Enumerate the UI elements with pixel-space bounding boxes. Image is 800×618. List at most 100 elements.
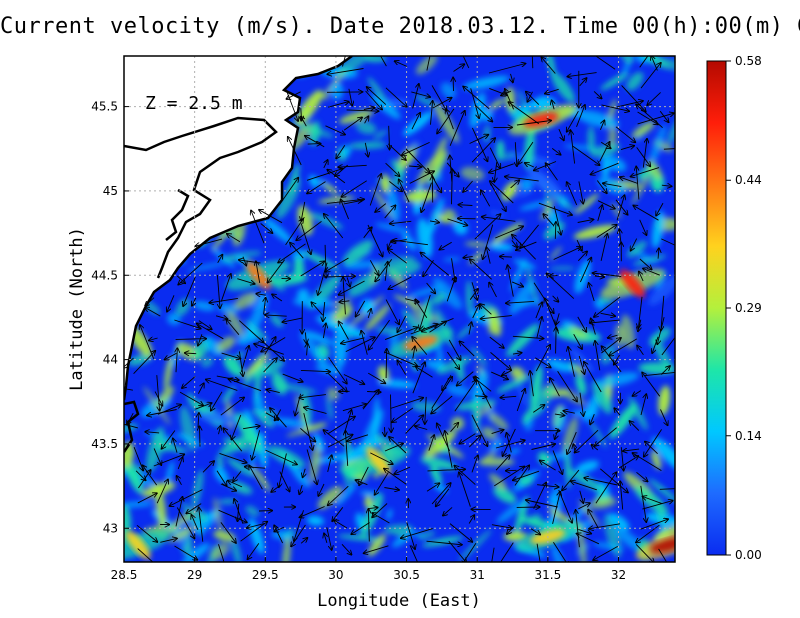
velocity-streak xyxy=(551,72,575,103)
velocity-arrow xyxy=(579,392,583,416)
velocity-arrow xyxy=(363,227,372,239)
velocity-arrow xyxy=(220,483,236,491)
velocity-arrow xyxy=(238,351,243,376)
velocity-arrow xyxy=(137,548,154,562)
velocity-arrow xyxy=(535,302,542,319)
velocity-streak xyxy=(600,72,629,91)
velocity-arrow xyxy=(412,84,419,109)
velocity-arrow xyxy=(527,91,533,102)
velocity-arrow xyxy=(299,484,302,494)
velocity-arrow xyxy=(343,200,362,205)
colorbar-tick-label: 0.58 xyxy=(735,54,762,68)
velocity-arrow xyxy=(339,322,349,340)
velocity-arrow xyxy=(584,478,618,486)
velocity-streak xyxy=(262,217,293,244)
velocity-streak xyxy=(214,466,229,484)
velocity-arrow xyxy=(380,56,387,67)
velocity-arrow xyxy=(453,64,465,72)
velocity-streak xyxy=(436,356,472,374)
velocity-arrow xyxy=(597,205,603,222)
velocity-streak xyxy=(460,166,485,181)
velocity-streak xyxy=(653,525,675,541)
velocity-arrow xyxy=(267,390,280,393)
velocity-arrow xyxy=(510,180,520,189)
velocity-arrow xyxy=(603,183,622,188)
velocity-streak xyxy=(433,277,463,310)
velocity-arrow xyxy=(412,362,425,394)
velocity-streak xyxy=(364,303,391,331)
lagoon-coastline xyxy=(124,116,278,279)
x-tick-label: 29.5 xyxy=(252,568,279,582)
velocity-arrow xyxy=(385,262,388,281)
velocity-arrow xyxy=(323,276,355,277)
velocity-arrow xyxy=(138,470,150,489)
velocity-streak xyxy=(569,326,587,339)
velocity-streak xyxy=(489,98,505,110)
velocity-arrow xyxy=(364,545,389,554)
velocity-arrow xyxy=(279,453,287,488)
velocity-arrow xyxy=(616,195,624,221)
velocity-arrow xyxy=(516,121,551,126)
velocity-streak xyxy=(327,318,366,338)
velocity-streak xyxy=(306,515,325,526)
velocity-arrow xyxy=(536,543,541,562)
velocity-streak xyxy=(508,448,521,455)
velocity-arrow xyxy=(198,334,203,345)
velocity-arrow xyxy=(375,472,389,495)
velocity-arrow xyxy=(462,56,470,69)
velocity-arrow xyxy=(489,163,514,173)
velocity-streak xyxy=(558,195,569,208)
velocity-arrow xyxy=(347,434,369,442)
velocity-streak xyxy=(489,438,503,452)
velocity-arrow xyxy=(238,503,239,522)
velocity-arrow xyxy=(661,185,672,186)
velocity-arrow xyxy=(217,255,223,264)
velocity-arrow xyxy=(642,373,661,397)
velocity-arrow xyxy=(459,341,475,357)
velocity-streak xyxy=(309,440,322,484)
velocity-arrow xyxy=(327,170,346,184)
velocity-arrow xyxy=(506,301,535,303)
velocity-arrow xyxy=(390,221,412,223)
velocity-streak xyxy=(648,274,675,306)
velocity-streak xyxy=(631,169,653,206)
velocity-streak xyxy=(157,386,175,405)
velocity-arrow xyxy=(577,251,587,262)
hotspot-core xyxy=(620,269,646,299)
bosporus-coastline xyxy=(124,400,140,453)
velocity-arrow xyxy=(301,117,307,127)
velocity-arrow xyxy=(341,543,352,554)
velocity-arrow xyxy=(406,522,415,549)
velocity-arrow xyxy=(263,358,277,373)
velocity-streak xyxy=(503,151,516,160)
velocity-arrow xyxy=(608,335,618,338)
velocity-arrow xyxy=(384,327,417,341)
velocity-streak xyxy=(546,359,573,372)
velocity-arrow xyxy=(447,351,459,369)
velocity-arrow xyxy=(557,370,577,401)
velocity-arrow xyxy=(620,146,634,151)
velocity-arrow xyxy=(389,437,407,454)
velocity-arrow xyxy=(258,337,284,361)
velocity-streak xyxy=(402,233,417,251)
velocity-arrow xyxy=(324,214,344,239)
x-tick-label: 31.5 xyxy=(534,568,561,582)
velocity-streak xyxy=(234,292,257,310)
velocity-arrow xyxy=(553,542,568,562)
y-tick-label: 44.5 xyxy=(91,268,118,282)
velocity-arrow xyxy=(518,141,534,164)
velocity-arrow xyxy=(555,428,559,440)
velocity-arrow xyxy=(202,461,214,473)
velocity-arrow xyxy=(409,166,421,167)
velocity-arrow xyxy=(216,274,220,308)
velocity-arrow xyxy=(474,104,492,122)
velocity-streak xyxy=(391,159,406,177)
velocity-arrow xyxy=(416,367,433,378)
velocity-streak xyxy=(573,224,617,240)
velocity-arrow xyxy=(127,412,134,424)
velocity-arrow xyxy=(567,110,579,132)
velocity-arrow xyxy=(463,87,490,110)
velocity-streak xyxy=(488,309,502,337)
velocity-streak xyxy=(248,518,265,555)
